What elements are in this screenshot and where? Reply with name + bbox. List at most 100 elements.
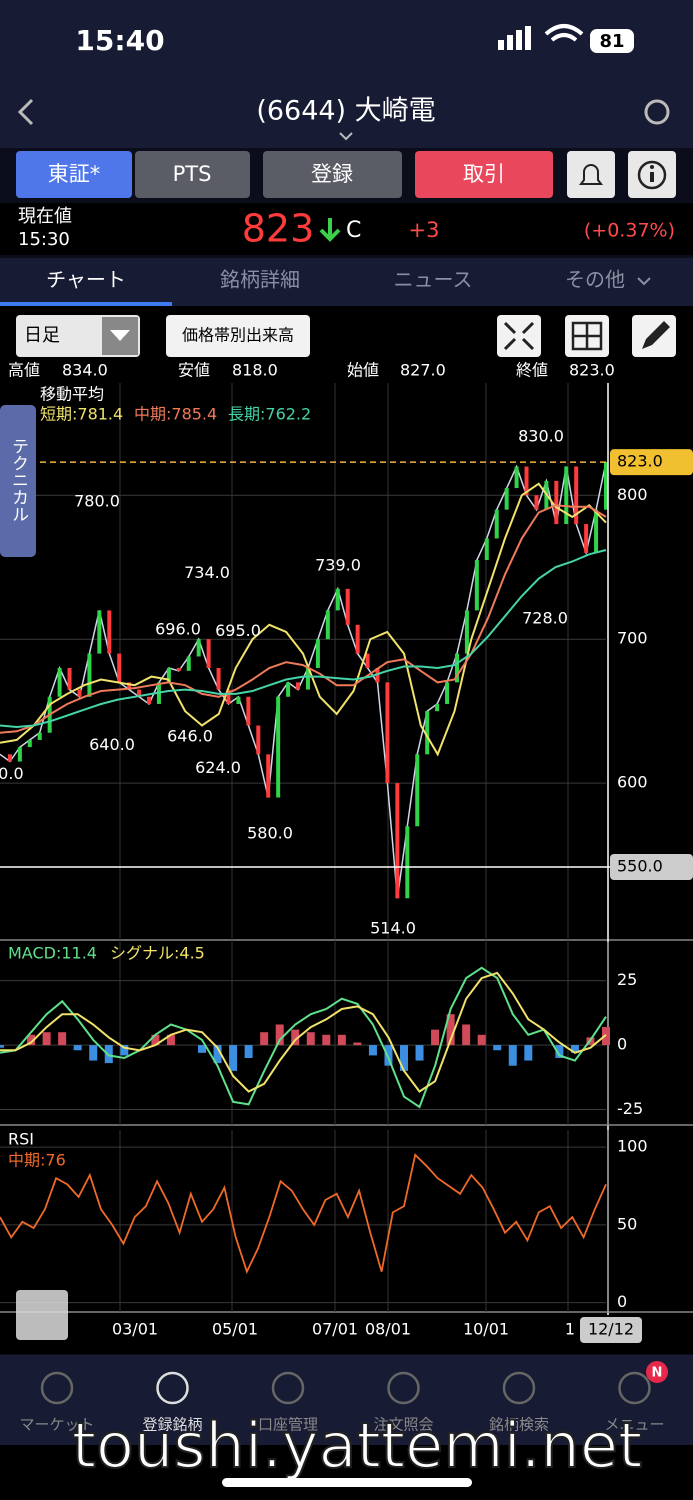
technical-tab[interactable]	[0, 405, 36, 557]
legend-item: MACD:11.4	[8, 944, 97, 963]
current-price-label: 823.0	[617, 452, 663, 471]
signal	[507, 35, 513, 50]
nav-label: マーケット	[19, 1416, 94, 1434]
pts-button[interactable]	[135, 151, 250, 198]
market-button[interactable]	[16, 151, 132, 198]
ohlc-label: 高値	[8, 361, 40, 380]
candle	[554, 480, 559, 525]
nav-icon	[618, 1371, 651, 1405]
price-annotation: 646.0	[167, 726, 213, 745]
nav-icon	[40, 1371, 74, 1405]
rsi-panel: 100 50 0 RSI 中期:76 03/01 05/01 07/01 08/01 10/01 1…	[0, 1130, 693, 1343]
candle	[315, 639, 320, 668]
macd-histogram	[524, 1045, 533, 1061]
fullscreen-button[interactable]	[497, 315, 541, 357]
candle	[276, 696, 281, 798]
x-tick-label: 08/01	[365, 1320, 411, 1339]
refresh-button[interactable]	[644, 99, 670, 125]
macd-panel: 25 0 -25 MACD:11.4 シグナル:4.5	[0, 942, 693, 1126]
candle	[335, 588, 340, 611]
candle	[196, 639, 201, 657]
tab[interactable]: チャート	[46, 268, 126, 292]
quote-mark: C	[346, 218, 361, 243]
price-annotation: 20.0	[0, 764, 24, 783]
nav-icon	[502, 1371, 536, 1405]
macd-histogram	[384, 1045, 393, 1066]
macd-histogram	[166, 1034, 175, 1046]
trade-button[interactable]	[415, 151, 553, 198]
select-arrow	[110, 330, 130, 341]
candle	[17, 747, 22, 762]
candle	[484, 538, 489, 561]
nav-label: 銘柄検索	[489, 1416, 549, 1434]
price-annotation: 624.0	[195, 758, 241, 777]
button-label: PTS	[173, 162, 212, 186]
nav-icon	[387, 1371, 420, 1405]
series-line	[0, 504, 607, 734]
legend-title: 移動平均	[40, 385, 104, 404]
candle	[137, 689, 142, 697]
candle	[117, 653, 122, 683]
candle	[454, 653, 459, 683]
quote-label: 現在値	[18, 206, 72, 227]
down-arrow	[319, 218, 341, 242]
crosshair-badge	[610, 854, 693, 880]
y-tick-label: 800	[617, 485, 648, 504]
candle	[226, 689, 231, 704]
candle	[564, 466, 569, 525]
wifi	[544, 24, 584, 42]
candle	[604, 462, 608, 510]
candle	[67, 667, 72, 690]
collapse-button[interactable]	[16, 1290, 68, 1340]
title-chevron[interactable]	[339, 132, 353, 141]
alert-button[interactable]	[567, 151, 615, 198]
macd-histogram	[229, 1045, 238, 1071]
candle	[405, 826, 410, 899]
macd-histogram	[244, 1045, 253, 1058]
signal	[498, 40, 504, 50]
volume-button[interactable]	[166, 315, 310, 357]
macd-histogram	[291, 1029, 300, 1046]
period-label: 日足	[24, 325, 60, 346]
button-label: 東証*	[48, 162, 101, 186]
tab[interactable]: ニュース	[394, 268, 473, 292]
legend-item: 中期:785.4	[134, 405, 217, 424]
macd-histogram	[570, 1045, 579, 1053]
info-icon	[650, 172, 654, 182]
nav-icon	[156, 1371, 189, 1405]
macd-histogram	[415, 1045, 424, 1061]
macd-histogram	[306, 1032, 315, 1046]
candle	[464, 610, 469, 654]
candle	[415, 754, 420, 827]
ohlc-label: 終値	[516, 361, 548, 380]
macd-histogram	[42, 1032, 51, 1046]
tab[interactable]: その他	[565, 268, 625, 292]
macd-histogram	[322, 1034, 331, 1046]
candle	[494, 509, 499, 539]
menu-badge-label: N	[652, 1366, 663, 1381]
candle	[236, 696, 241, 704]
candle	[524, 466, 529, 496]
candle	[286, 682, 291, 697]
series-line	[0, 549, 607, 729]
y-tick-label: 50	[617, 1214, 637, 1233]
y-tick-label: 0	[617, 1292, 627, 1311]
back-button[interactable]	[17, 98, 34, 126]
series-line	[0, 966, 607, 1109]
x-tick-label: 05/01	[212, 1320, 258, 1339]
legend-item: シグナル:4.5	[110, 944, 205, 963]
price-annotation: 695.0	[215, 621, 261, 640]
y-tick-label: 700	[617, 629, 648, 648]
tab-indicator	[0, 302, 172, 306]
crosshair-label: 550.0	[617, 857, 663, 876]
fullscreen-icon	[503, 321, 535, 351]
candle	[345, 588, 350, 625]
pencil-icon	[642, 321, 670, 349]
tab[interactable]: 銘柄詳細	[220, 268, 300, 292]
candle	[584, 524, 589, 553]
candle	[127, 682, 132, 690]
nav-label: 口座管理	[258, 1416, 318, 1434]
bell-icon	[579, 164, 603, 185]
register-button[interactable]	[263, 151, 402, 198]
macd-histogram	[73, 1045, 82, 1051]
